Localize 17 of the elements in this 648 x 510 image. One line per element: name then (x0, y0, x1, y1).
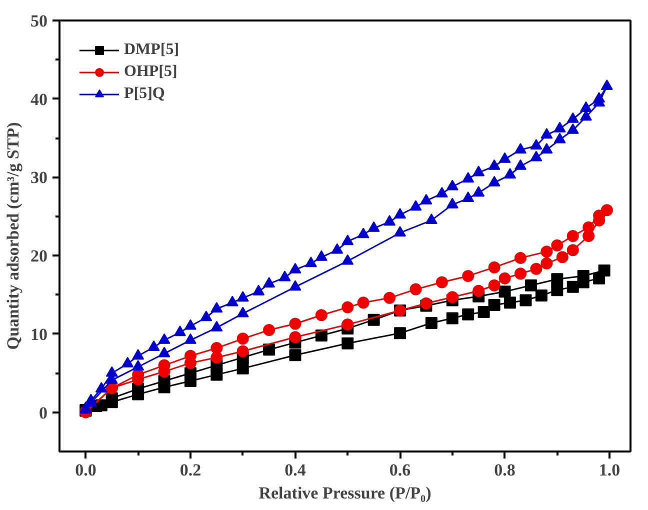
x-tick-label: 0.2 (180, 460, 202, 480)
y-tick-label: 30 (30, 168, 48, 188)
x-axis-title: Relative Pressure (P/P₀) (258, 484, 432, 502)
legend-label: P[5]Q (124, 85, 165, 103)
legend-label: DMP[5] (124, 41, 180, 59)
legend-label: OHP[5] (124, 63, 178, 81)
x-tick-label: 0.6 (389, 460, 411, 480)
x-tick-label: 1.0 (598, 460, 620, 480)
y-axis-title: Quantity adsorbed (cm³/g STP) (4, 122, 22, 350)
y-tick-label: 10 (30, 324, 48, 344)
y-tick-label: 40 (30, 90, 48, 109)
y-tick-label: 50 (30, 12, 48, 30)
x-tick-label: 0.4 (284, 460, 306, 480)
y-tick-label: 0 (39, 403, 48, 422)
x-tick-label: 0.0 (75, 460, 96, 480)
y-tick-label: 20 (30, 246, 48, 266)
x-tick-label: 0.8 (494, 460, 516, 480)
